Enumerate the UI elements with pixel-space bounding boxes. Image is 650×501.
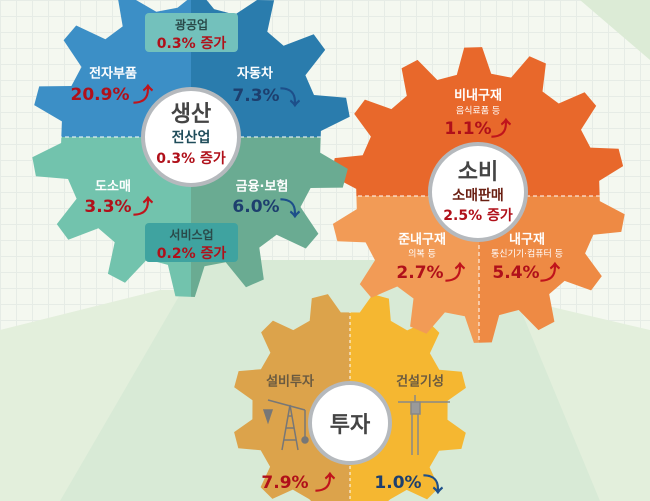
retail-value: 3.3% xyxy=(84,197,132,217)
consumption-total-value: 2.5% 증가 xyxy=(443,208,513,224)
arrow-up-icon: ⤴ xyxy=(315,470,335,495)
equipment-value: 7.9% xyxy=(261,473,309,493)
durable-value: 5.4% xyxy=(492,263,540,283)
nondurable-value: 1.1% xyxy=(444,119,492,139)
equipment-label: 설비투자 xyxy=(266,374,314,390)
retail-label: 도소매 xyxy=(95,179,131,195)
semidurable-label: 준내구재 xyxy=(398,232,446,248)
center-circle xyxy=(141,87,241,187)
arrow-down-icon: ⤵ xyxy=(280,196,300,221)
durable-label: 내구재 xyxy=(509,232,545,248)
semidurable-note: 의복 등 xyxy=(408,249,436,260)
arrow-up-icon: ⤴ xyxy=(445,260,465,285)
semidurable-value: 2.7% xyxy=(396,263,444,283)
production-title: 생산 xyxy=(170,102,212,127)
nondurable-label: 비내구재 xyxy=(454,88,502,104)
electronics-value: 20.9% xyxy=(70,85,130,105)
center-circle xyxy=(428,142,528,242)
auto-label: 자동차 xyxy=(237,66,273,82)
services-label: 서비스업 xyxy=(169,228,214,242)
auto-value: 7.3% xyxy=(232,86,280,106)
finance-label: 금융·보험 xyxy=(235,179,289,195)
construction-label: 건설기성 xyxy=(396,374,444,390)
investment-title: 투자 xyxy=(329,413,371,438)
consumption-total-label: 소매판매 xyxy=(452,188,504,204)
crane-icon xyxy=(398,395,450,455)
arrow-up-icon: ⤴ xyxy=(491,116,511,141)
arrow-down-icon: ⤵ xyxy=(280,85,300,110)
mining-box: 광공업 0.3% 증가 xyxy=(145,13,238,52)
mining-value: 0.3% 증가 xyxy=(156,36,227,52)
consumption-title: 소비 xyxy=(457,160,499,185)
durable-note: 통신기기·컴퓨터 등 xyxy=(491,249,563,260)
arrow-up-icon: ⤴ xyxy=(540,260,560,285)
production-total-label: 전산업 xyxy=(171,130,211,146)
electronics-label: 전자부품 xyxy=(89,66,137,82)
production-total-value: 0.3% 증가 xyxy=(156,151,226,167)
background-shape xyxy=(580,0,650,60)
center-circle xyxy=(308,381,392,465)
finance-value: 6.0% xyxy=(232,197,280,217)
services-value: 0.2% 증가 xyxy=(156,246,227,262)
construction-value: 1.0% xyxy=(374,473,422,493)
arrow-up-icon: ⤴ xyxy=(133,194,153,219)
mining-label: 광공업 xyxy=(174,18,209,32)
arrow-up-icon: ⤴ xyxy=(133,82,153,107)
services-box: 서비스업 0.2% 증가 xyxy=(145,223,238,262)
arrow-down-icon: ⤵ xyxy=(423,472,443,497)
nondurable-note: 음식료품 등 xyxy=(455,106,501,117)
oil-pump-icon xyxy=(262,399,309,451)
